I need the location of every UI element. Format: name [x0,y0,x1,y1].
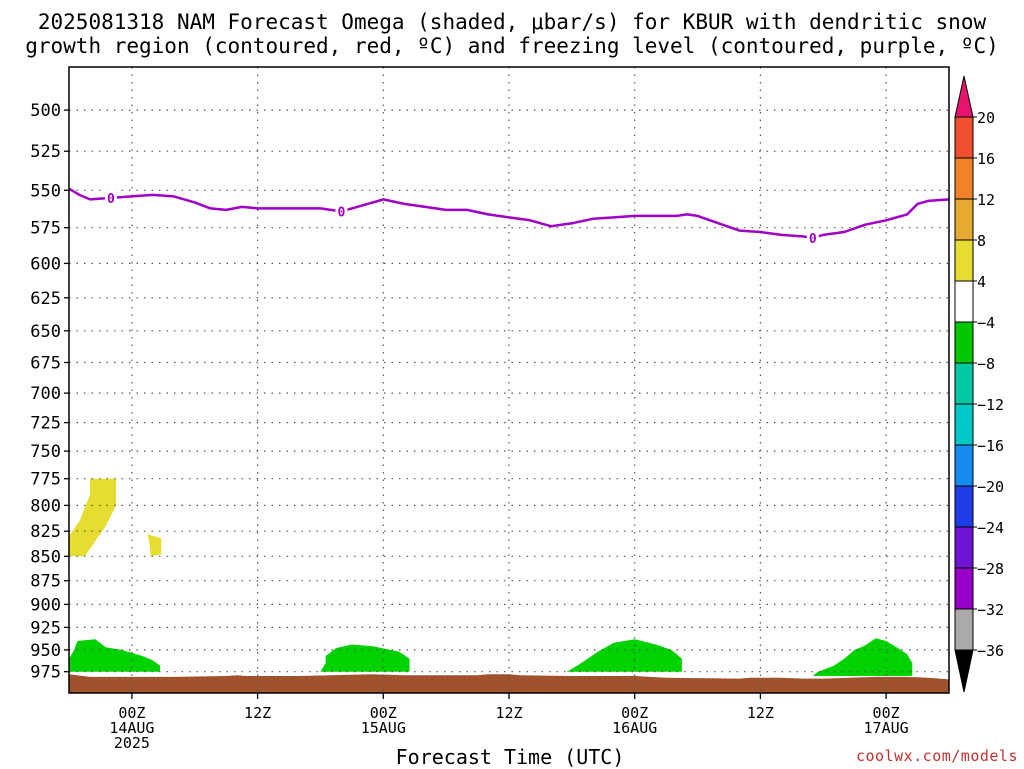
colorbar-box [954,444,974,487]
omega-region [566,639,682,672]
y-tick-label: 850 [30,547,61,567]
colorbar-tick-label: −16 [977,437,1004,455]
colorbar-tick-label: 12 [977,191,995,209]
x-tick-label: 12Z [495,704,522,722]
colorbar-box [954,526,974,569]
y-tick-label: 650 [30,322,61,342]
y-tick-label: 700 [30,384,61,404]
colorbar-tick-label: 20 [977,109,995,127]
colorbar-box [954,116,974,159]
y-tick-label: 925 [30,618,61,638]
colorbar-tick-label: −4 [977,314,995,332]
colorbar-box [954,239,974,282]
y-tick-label: 725 [30,414,61,434]
colorbar-box [954,157,974,200]
colorbar-box [954,362,974,405]
y-tick-label: 525 [30,142,61,162]
colorbar-under-triangle [954,649,974,693]
y-tick-label: 625 [30,289,61,309]
freezing-level-label: 0 [107,192,115,207]
x-tick-label: 15AUG [361,719,406,737]
freezing-level-label: 0 [809,232,817,247]
omega-region [147,534,162,557]
colorbar-box [954,280,974,323]
freezing-level-label-bg [335,203,348,220]
y-tick-label: 775 [30,470,61,490]
colorbar-tick-label: 16 [977,150,995,168]
omega-region [69,478,117,557]
colorbar-tick-label: −32 [977,601,1004,619]
y-tick-label: 875 [30,572,61,592]
y-tick-label: 900 [30,595,61,615]
x-axis-label: Forecast Time (UTC) [395,745,625,769]
colorbar-tick-label: −8 [977,355,995,373]
y-tick-label: 500 [30,101,61,121]
x-tick-label: 14AUG [109,719,154,737]
x-tick-label: 12Z [747,704,774,722]
x-tick-label: 17AUG [864,719,909,737]
plot-frame [68,66,950,694]
y-tick-label: 750 [30,442,61,462]
x-tick-label: 00Z [621,704,648,722]
y-tick-label: 950 [30,641,61,661]
freezing-level-label-bg [104,189,117,206]
colorbar-tick-label: −20 [977,478,1004,496]
y-tick-label: 675 [30,354,61,374]
colorbar-tick-label: −12 [977,396,1004,414]
x-tick-label: 2025 [114,734,150,752]
freezing-level-label: 0 [337,205,345,220]
chart-title-line-2: growth region (contoured, red, ºC) and f… [25,34,999,58]
colorbar-tick-label: −28 [977,560,1004,578]
y-tick-label: 975 [30,663,61,683]
omega-region [69,639,161,672]
colorbar-box [954,198,974,241]
omega-region [320,644,410,672]
x-tick-label: 16AUG [612,719,657,737]
x-tick-label: 00Z [370,704,397,722]
y-tick-label: 600 [30,254,61,274]
colorbar-tick-label: 8 [977,232,986,250]
y-tick-label: 550 [30,181,61,201]
colorbar-tick-label: −24 [977,519,1004,537]
colorbar-box [954,403,974,446]
colorbar-box [954,321,974,364]
y-tick-label: 575 [30,219,61,239]
colorbar-tick-label: 4 [977,273,986,291]
omega-region [812,638,913,676]
chart-title-line-1: 2025081318 NAM Forecast Omega (shaded, μ… [37,10,987,34]
colorbar-box [954,485,974,528]
y-tick-label: 825 [30,522,61,542]
colorbar-tick-label: −36 [977,642,1004,660]
source-credit: coolwx.com/models [855,747,1018,765]
colorbar-over-triangle [954,75,974,118]
x-tick-label: 00Z [118,704,145,722]
terrain-area [69,674,949,693]
x-tick-label: 12Z [244,704,271,722]
x-tick-label: 00Z [873,704,900,722]
freezing-level-label-bg [806,229,819,246]
colorbar-box [954,567,974,610]
y-tick-label: 800 [30,496,61,516]
colorbar-box [954,608,974,651]
